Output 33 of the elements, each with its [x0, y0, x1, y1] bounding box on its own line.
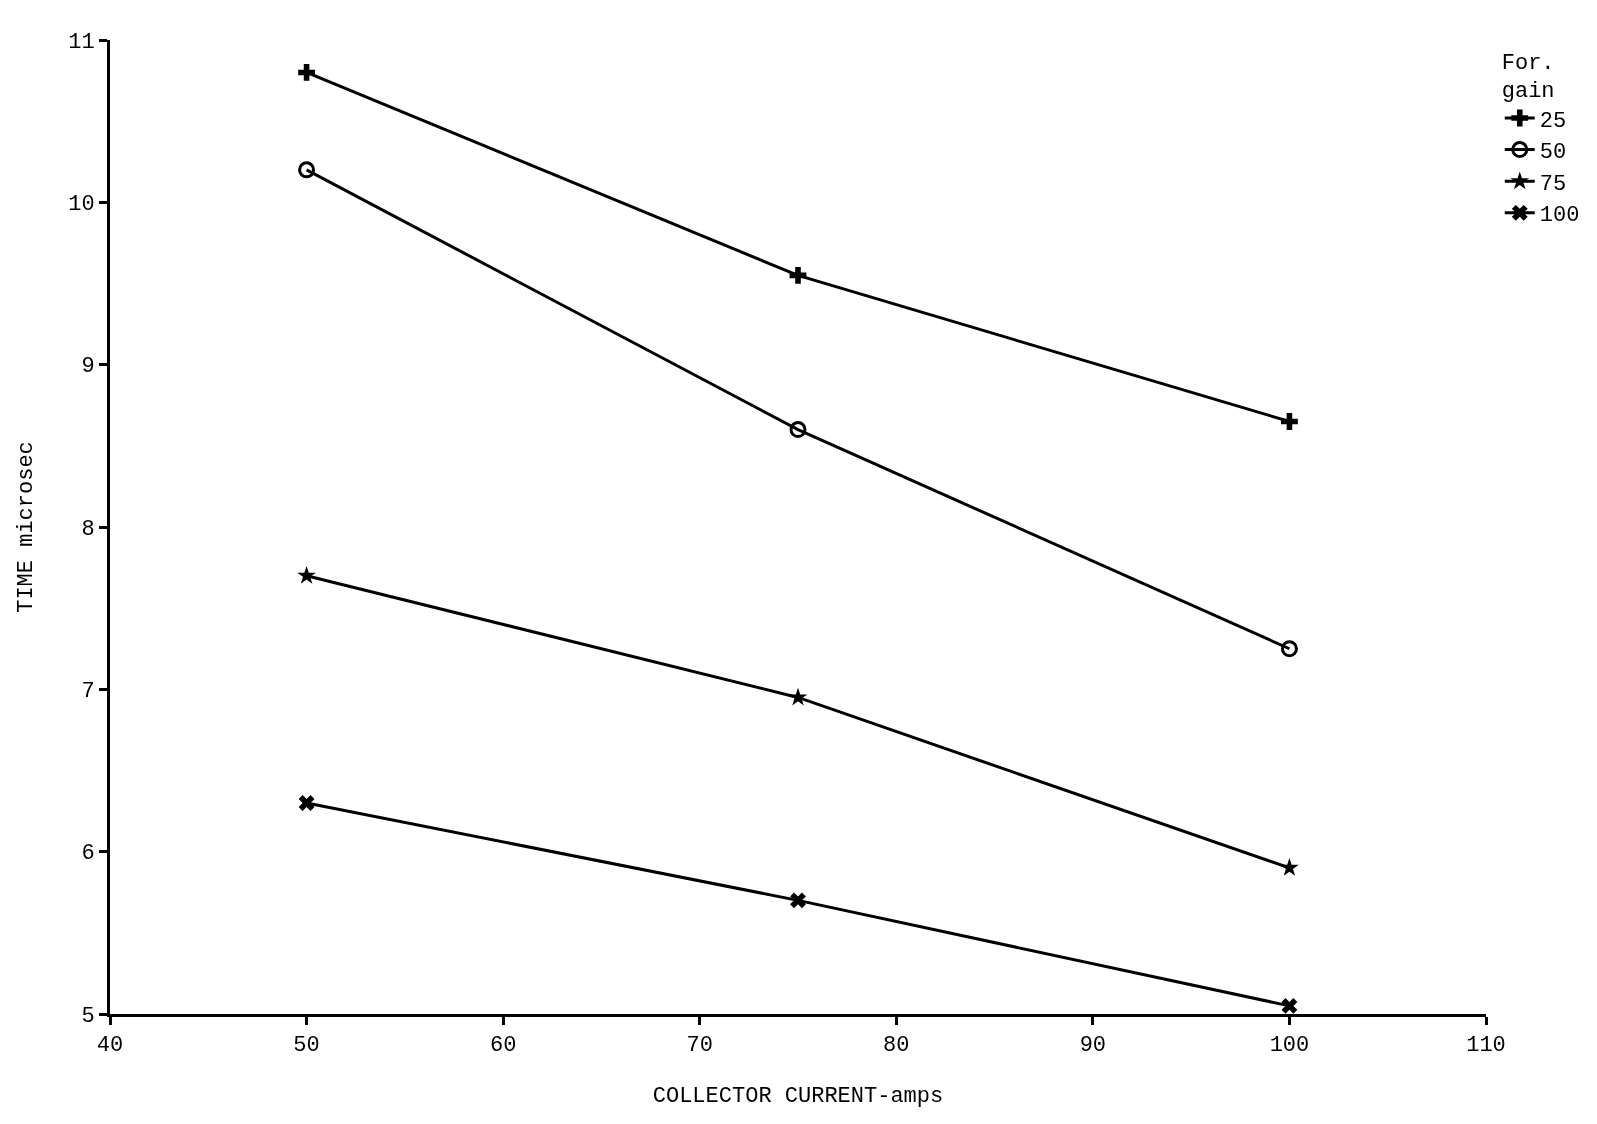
point — [1281, 413, 1298, 430]
x-tick-label: 110 — [1466, 1033, 1506, 1059]
point — [789, 421, 807, 439]
y-axis-title: TIME microsec — [13, 441, 39, 613]
x-tick-label: 80 — [883, 1033, 910, 1059]
x-tick-label: 70 — [686, 1033, 713, 1059]
point — [788, 687, 808, 706]
point — [298, 795, 315, 811]
x-tick-label: 100 — [1269, 1033, 1310, 1059]
y-tick-label: 7 — [81, 679, 95, 705]
point — [1280, 640, 1298, 658]
legend-label: 25 — [1539, 108, 1567, 134]
point — [790, 892, 806, 909]
y-tick-label: 5 — [81, 1003, 95, 1029]
y-tick-label: 11 — [68, 29, 95, 55]
point — [1281, 997, 1298, 1014]
y-tick-label: 6 — [81, 841, 95, 867]
y-tick-label: 9 — [81, 354, 95, 380]
legend-label: 50 — [1539, 140, 1567, 166]
x-tick-label: 60 — [489, 1033, 517, 1059]
x-tick-label: 50 — [293, 1033, 320, 1059]
legend-label: 100 — [1539, 203, 1580, 229]
legend-label: 75 — [1539, 171, 1567, 197]
x-tick-label: 40 — [96, 1033, 124, 1059]
point — [789, 266, 807, 284]
y-tick-label: 8 — [81, 516, 95, 542]
point — [298, 64, 315, 81]
point — [298, 161, 316, 179]
legend-title: For. gain — [1501, 50, 1555, 105]
y-tick-label: 10 — [68, 192, 95, 218]
x-tick-label: 90 — [1079, 1033, 1107, 1059]
x-axis-title: COLLECTOR CURRENT-amps — [652, 1084, 944, 1110]
point — [297, 565, 316, 584]
